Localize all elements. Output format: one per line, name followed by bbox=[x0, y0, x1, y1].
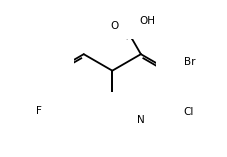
Text: OH: OH bbox=[139, 16, 155, 26]
Text: F: F bbox=[36, 106, 42, 116]
Text: N: N bbox=[137, 115, 145, 125]
Text: Cl: Cl bbox=[184, 107, 194, 117]
Text: Br: Br bbox=[184, 57, 195, 67]
Text: O: O bbox=[111, 21, 119, 31]
